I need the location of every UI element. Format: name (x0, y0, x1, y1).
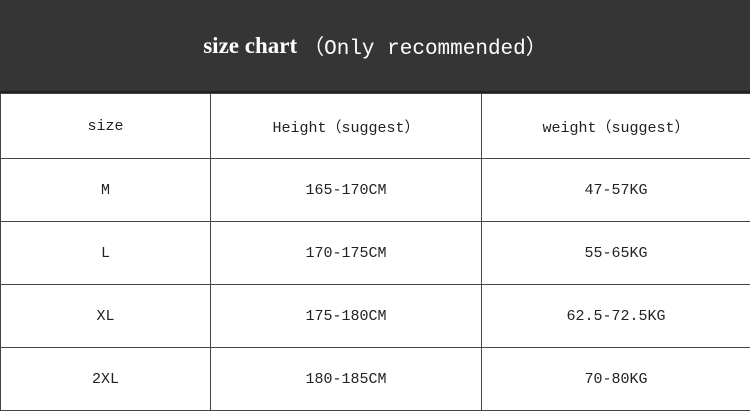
chart-title: size chart （Only recommended） (0, 0, 750, 93)
header-row: size Height（suggest） weight（suggest） (0, 93, 750, 159)
header-weight: weight（suggest） (481, 93, 750, 159)
cell-weight: 55-65KG (481, 221, 750, 285)
cell-size: M (0, 158, 211, 222)
table-row: XL 175-180CM 62.5-72.5KG (0, 284, 750, 348)
cell-size: 2XL (0, 347, 211, 411)
cell-weight: 62.5-72.5KG (481, 284, 750, 348)
cell-weight: 70-80KG (481, 347, 750, 411)
cell-size: L (0, 221, 211, 285)
title-main: size chart (203, 32, 298, 58)
size-table: size Height（suggest） weight（suggest） M 1… (0, 93, 750, 411)
table-row: L 170-175CM 55-65KG (0, 221, 750, 285)
cell-size: XL (0, 284, 211, 348)
cell-height: 175-180CM (210, 284, 482, 348)
header-size: size (0, 93, 211, 159)
cell-height: 170-175CM (210, 221, 482, 285)
cell-height: 180-185CM (210, 347, 482, 411)
cell-weight: 47-57KG (481, 158, 750, 222)
table-row: M 165-170CM 47-57KG (0, 158, 750, 222)
title-note: （Only recommended） (303, 37, 547, 61)
header-height: Height（suggest） (210, 93, 482, 159)
table-row: 2XL 180-185CM 70-80KG (0, 347, 750, 411)
cell-height: 165-170CM (210, 158, 482, 222)
